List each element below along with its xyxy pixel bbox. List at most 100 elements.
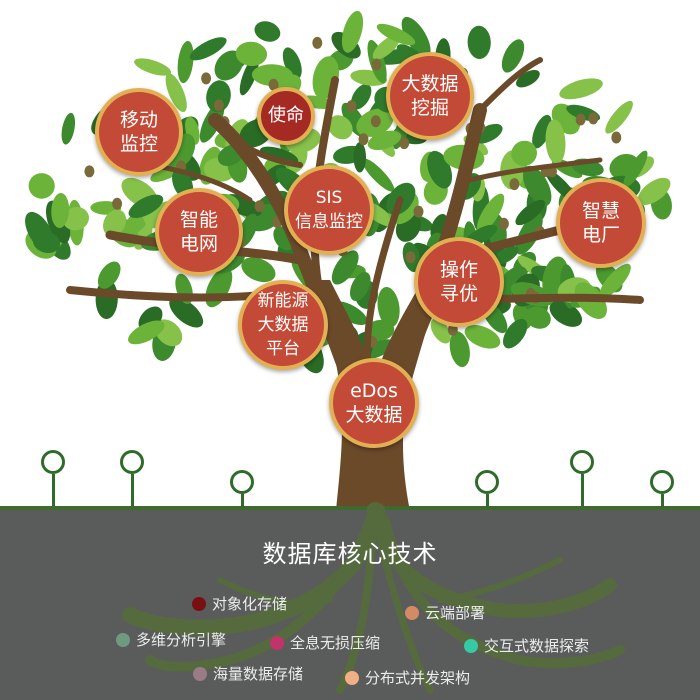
pin-stem (661, 494, 664, 508)
leaf (365, 319, 395, 341)
leaf (515, 199, 546, 226)
leaf (128, 320, 165, 345)
leaf (623, 150, 648, 188)
leaf (532, 114, 552, 149)
leaf (254, 21, 281, 42)
core-technology-title: 数据库核心技术 (262, 540, 438, 568)
ground-pin (120, 450, 144, 508)
leaf (169, 297, 204, 328)
ground-pin (475, 470, 499, 528)
acorn (371, 58, 382, 71)
tech-color-dot (270, 635, 284, 650)
node-label: eDos 大数据 (345, 380, 403, 426)
ground-pin (570, 450, 594, 508)
tech-label: 多维分析引擎 (136, 631, 227, 649)
acorn (112, 197, 123, 210)
tech-color-dot (116, 632, 130, 647)
node-operation-optimization: 操作 寻优 (414, 237, 504, 327)
pin-ring (475, 470, 499, 494)
tech-color-dot (464, 638, 478, 653)
acorn (201, 72, 212, 85)
leaf (516, 69, 540, 88)
node-smart-grid: 智能 电网 (155, 188, 243, 276)
leaf (464, 324, 501, 349)
node-label: 移动 监控 (119, 109, 158, 155)
leaf (103, 209, 127, 237)
pin-ring (41, 450, 65, 474)
tech-label: 对象化存储 (212, 595, 288, 613)
pin-ring (570, 450, 594, 474)
leaf (545, 119, 566, 164)
tech-color-dot (345, 670, 359, 685)
tech-item-object-storage: 对象化存储 (192, 593, 287, 614)
pin-ring (120, 450, 144, 474)
leaf (189, 37, 227, 61)
pin-stem (581, 474, 584, 506)
pin-ring (650, 470, 674, 494)
tech-label: 海量数据存储 (213, 665, 304, 683)
pin-stem (52, 474, 55, 506)
acorn (312, 36, 323, 49)
acorn (84, 165, 95, 178)
leaf (401, 16, 431, 58)
leaf (476, 193, 505, 233)
leaf (353, 142, 366, 173)
tech-item-olap-engine: 多维分析引擎 (116, 629, 226, 650)
pin-ring (230, 470, 254, 494)
acorn (405, 251, 416, 264)
pin-stem (486, 494, 489, 508)
node-sis-monitoring: SIS 信息监控 (284, 165, 374, 255)
leaf (97, 261, 121, 289)
acorn (611, 131, 622, 144)
leaf (341, 10, 364, 53)
leaf (128, 194, 164, 218)
leaf (501, 39, 525, 73)
leaf (61, 112, 76, 145)
tech-color-dot (405, 605, 419, 620)
leaf (165, 73, 187, 113)
tech-label: 全息无损压缩 (290, 634, 381, 652)
acorn (346, 100, 357, 113)
leaf (525, 306, 551, 329)
leaf (493, 245, 519, 265)
leaf (637, 177, 671, 205)
tech-label: 交互式数据探索 (484, 637, 590, 655)
tech-label: 云端部署 (425, 604, 486, 622)
leaf (605, 100, 633, 134)
leaf (503, 318, 528, 349)
leaf (599, 263, 631, 298)
pin-stem (241, 494, 244, 508)
leaf (559, 78, 603, 100)
leaf (62, 206, 89, 231)
leaf (28, 173, 55, 199)
leaf (177, 40, 194, 84)
node-new-energy-platform: 新能源 大数据 平台 (238, 280, 328, 370)
leaf (134, 58, 172, 76)
leaf (377, 286, 400, 328)
tech-item-cloud-deploy: 云端部署 (405, 602, 485, 623)
acorn (413, 205, 424, 218)
acorn (509, 178, 520, 191)
acorn (370, 115, 381, 128)
leaf (474, 123, 503, 144)
acorn (214, 99, 224, 112)
acorn (588, 112, 599, 125)
leaf (214, 50, 244, 81)
acorn (254, 200, 265, 213)
node-mobile-monitoring: 移动 监控 (95, 88, 183, 176)
node-label: 使命 (268, 105, 304, 126)
ground-line (0, 506, 700, 510)
acorn (498, 217, 509, 230)
leaf (331, 250, 359, 285)
node-label: 智慧 电厂 (581, 200, 620, 246)
tech-item-lossless-compression: 全息无损压缩 (270, 632, 380, 653)
leaf (241, 257, 276, 283)
leaf (51, 193, 70, 228)
node-label: 操作 寻优 (439, 259, 478, 305)
leaf (328, 115, 353, 140)
ground-pin (41, 450, 65, 508)
leaf (235, 41, 268, 67)
ground-pin (650, 470, 674, 528)
